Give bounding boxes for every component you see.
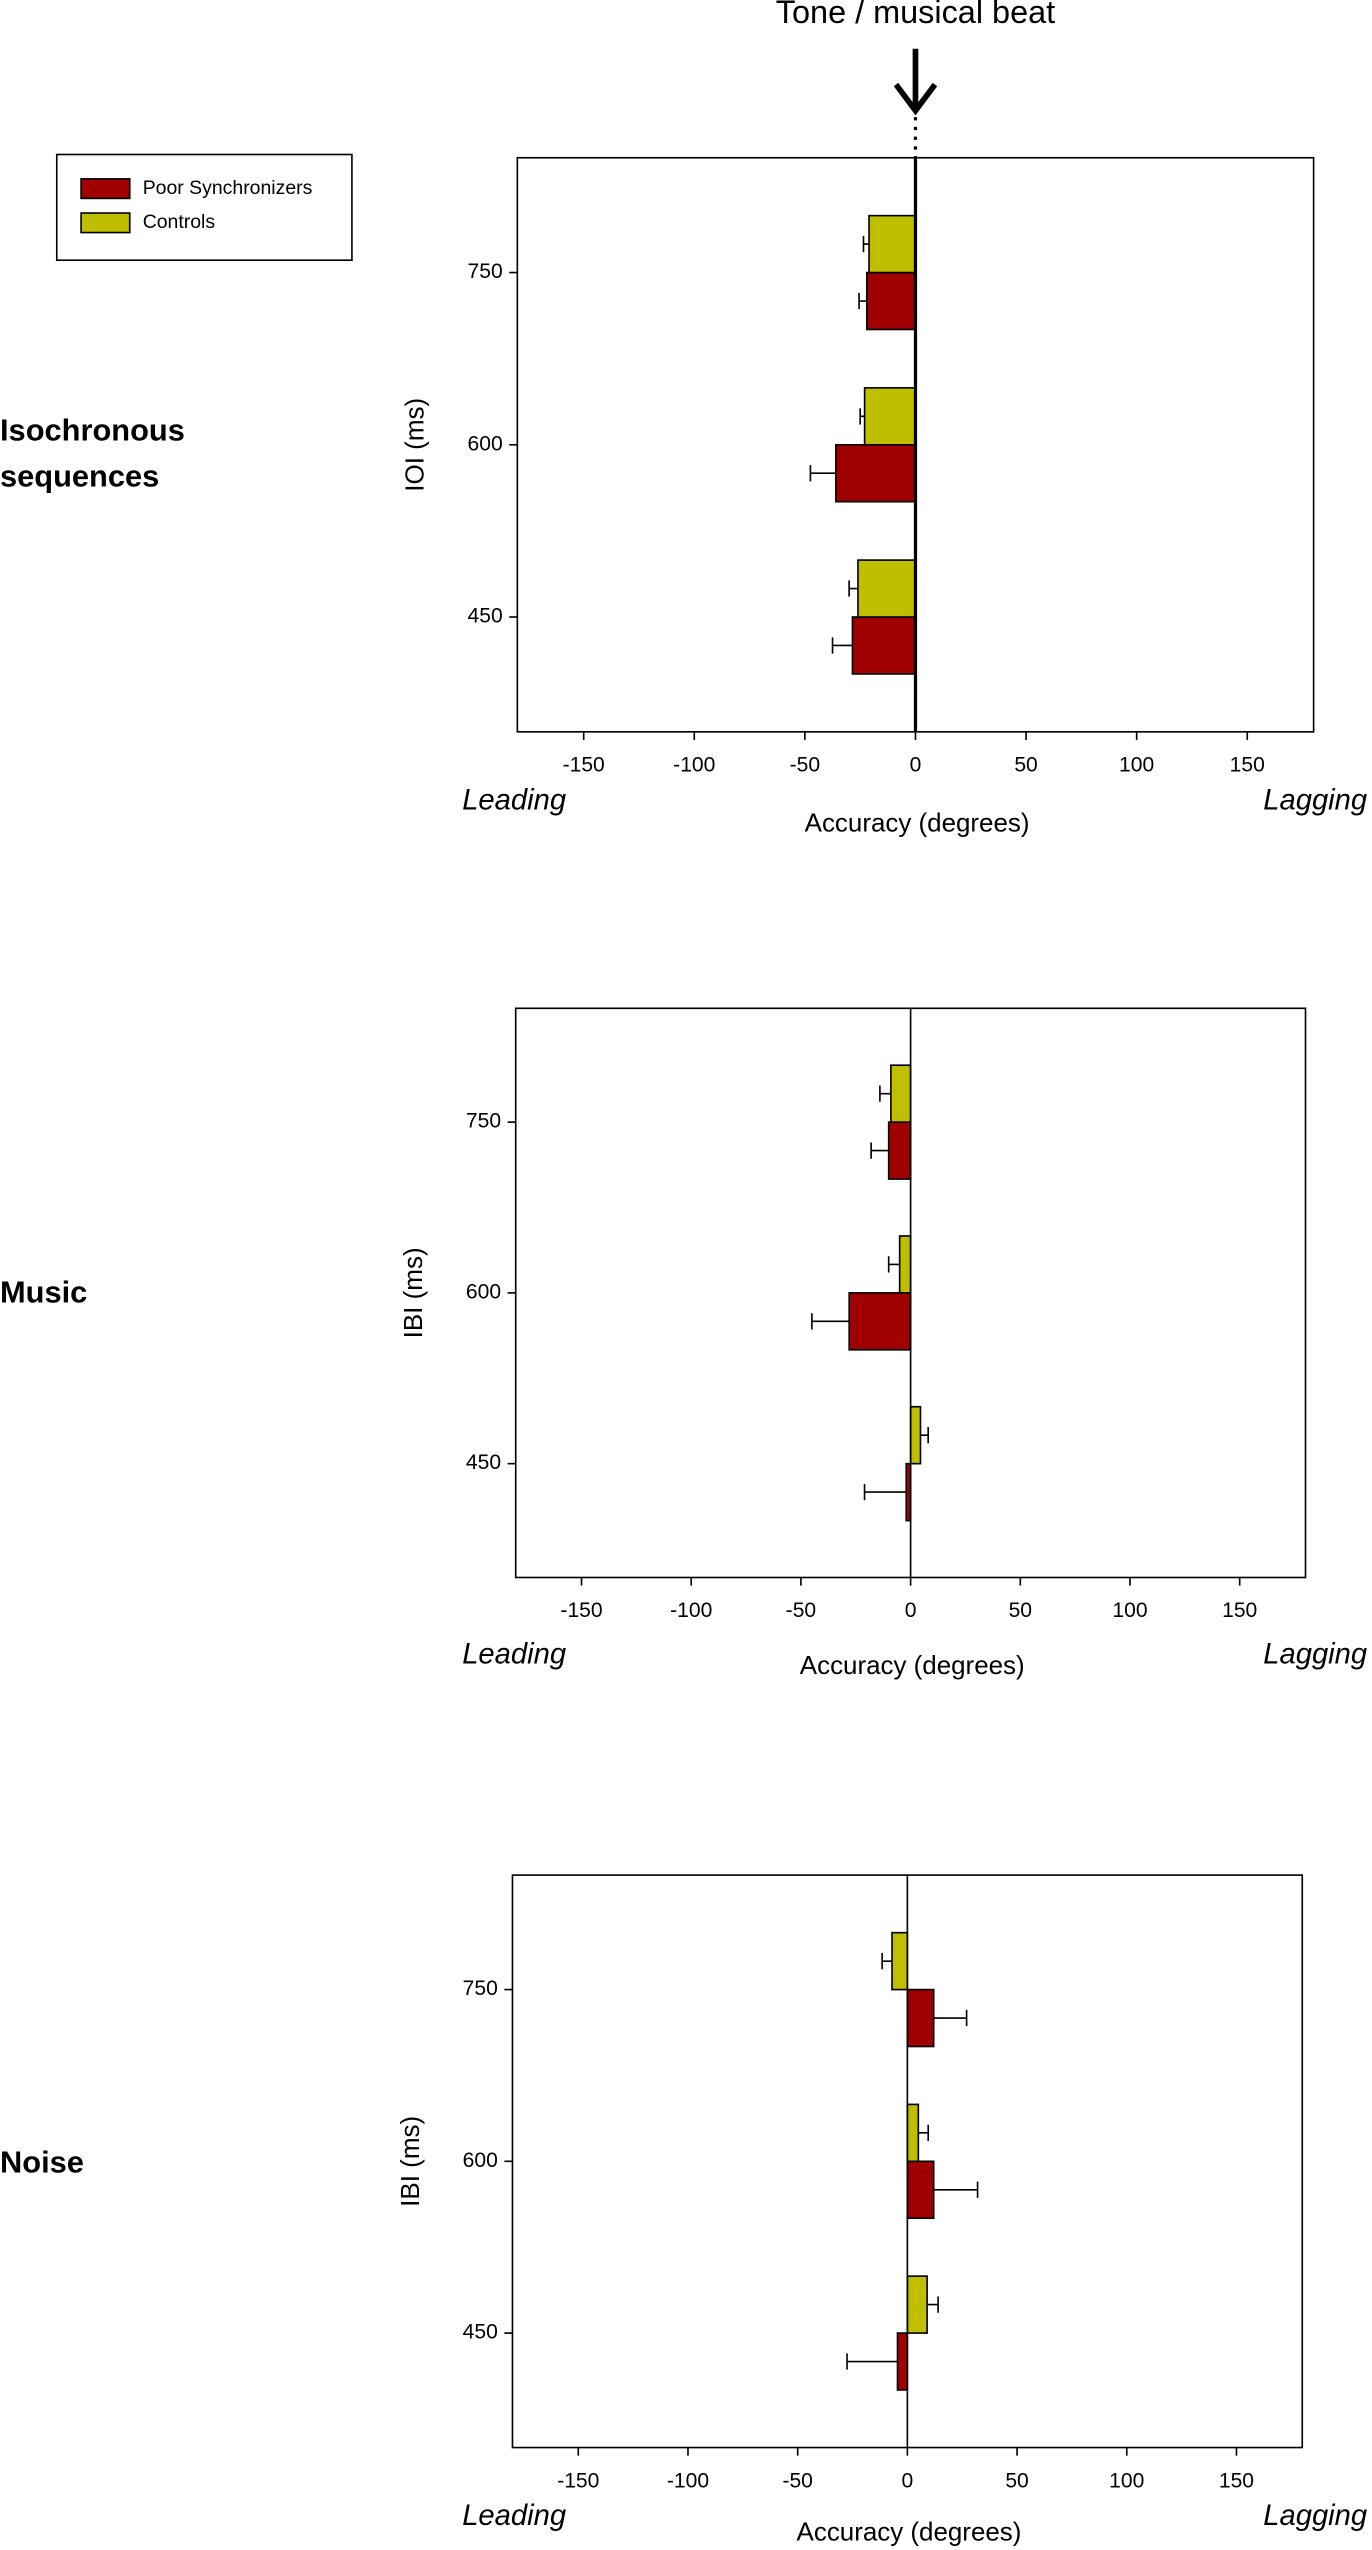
x-tick-label: 150 (1230, 754, 1265, 777)
x-tick-label: 50 (1014, 754, 1037, 777)
row-label-box: Isochronous sequences (0, 414, 185, 495)
x-tick-label: 100 (1119, 754, 1154, 777)
x-tick-label: -150 (557, 2469, 599, 2492)
error-bar (933, 2009, 968, 2027)
leading-note: Leading (462, 784, 566, 816)
x-tick-label: 0 (905, 1599, 917, 1622)
arrow (893, 48, 938, 116)
y-tick-label: 750 (463, 1977, 498, 2000)
row-label: Isochronous sequences (0, 414, 185, 495)
x-tick-label: -50 (786, 1599, 816, 1622)
x-tick-label: -50 (790, 754, 820, 777)
legend-swatch (80, 178, 131, 200)
row-label-box: Music (0, 1276, 88, 1311)
error-bar (920, 1427, 929, 1444)
y-tick-label: 600 (466, 1280, 501, 1303)
bar (891, 1931, 909, 1991)
x-tick-label: -50 (782, 2469, 812, 2492)
row-label-box: Noise (0, 2146, 84, 2181)
x-tick-label: -100 (670, 1599, 712, 1622)
bar (906, 2160, 935, 2220)
x-tick-label: -150 (563, 754, 605, 777)
legend-box (55, 153, 353, 262)
x-tick-label: 150 (1219, 2469, 1254, 2492)
bar (906, 1988, 935, 2048)
error-bar (862, 235, 870, 253)
x-tick-label: 150 (1222, 1599, 1257, 1622)
lagging-note: Lagging (1263, 2500, 1367, 2532)
y-tick-label: 600 (468, 432, 503, 455)
error-bar (879, 1085, 891, 1102)
lagging-note: Lagging (1263, 1638, 1367, 1670)
legend-swatch (80, 212, 131, 234)
error-bar (848, 580, 858, 597)
lagging-note: Lagging (1263, 784, 1367, 816)
y-tick-label: 450 (463, 2321, 498, 2344)
error-bar (846, 2353, 898, 2370)
y-tick-label: 450 (468, 605, 503, 628)
row-label: Noise (0, 2146, 84, 2181)
x-tick-label: 0 (910, 754, 922, 777)
y-axis-label: IBI (ms) (398, 1247, 428, 1338)
y-tick-label: 450 (466, 1451, 501, 1474)
leading-note: Leading (462, 2500, 566, 2532)
bar (909, 1405, 922, 1465)
bar (835, 443, 917, 503)
error-bar (809, 465, 836, 482)
y-axis-label: IOI (ms) (400, 398, 430, 492)
bar (906, 2275, 928, 2334)
bar (851, 616, 917, 675)
bar (887, 1121, 912, 1180)
bar (906, 2103, 920, 2163)
bar (868, 214, 917, 274)
y-tick-label: 750 (468, 260, 503, 283)
error-bar (933, 2181, 979, 2198)
bar (866, 271, 917, 331)
error-bar (918, 2124, 930, 2141)
x-axis-label: Accuracy (degrees) (800, 1650, 1025, 1680)
legend-label: Controls (143, 211, 216, 233)
x-tick-label: 100 (1109, 2469, 1144, 2492)
bar (890, 1064, 912, 1123)
annotation: Tone / musical beat (776, 0, 1055, 30)
y-tick-label: 600 (463, 2149, 498, 2172)
error-bar (831, 637, 853, 654)
bar (848, 1292, 912, 1351)
x-tick-label: 100 (1112, 1599, 1147, 1622)
x-tick-label: -150 (560, 1599, 602, 1622)
x-tick-label: 50 (1009, 1599, 1032, 1622)
error-bar (881, 1952, 893, 1970)
leading-note: Leading (462, 1638, 566, 1670)
y-axis-label: IBI (ms) (395, 2116, 425, 2207)
bar (896, 2332, 909, 2391)
error-bar (858, 292, 867, 310)
bar (863, 387, 917, 446)
error-bar (870, 1142, 889, 1159)
error-bar (927, 2296, 939, 2313)
error-bar (887, 1256, 900, 1273)
row-label: Music (0, 1276, 88, 1311)
bar (898, 1235, 912, 1294)
error-bar (811, 1313, 850, 1330)
bar (857, 559, 917, 618)
error-bar (863, 1483, 907, 1501)
legend-label: Poor Synchronizers (143, 177, 313, 199)
x-tick-label: -100 (673, 754, 715, 777)
x-axis-label: Accuracy (degrees) (805, 807, 1030, 837)
error-bar (859, 408, 865, 425)
x-tick-label: -100 (667, 2469, 709, 2492)
x-tick-label: 50 (1005, 2469, 1028, 2492)
x-axis-label: Accuracy (degrees) (797, 2517, 1022, 2547)
y-tick-label: 750 (466, 1110, 501, 1133)
x-tick-label: 0 (902, 2469, 914, 2492)
